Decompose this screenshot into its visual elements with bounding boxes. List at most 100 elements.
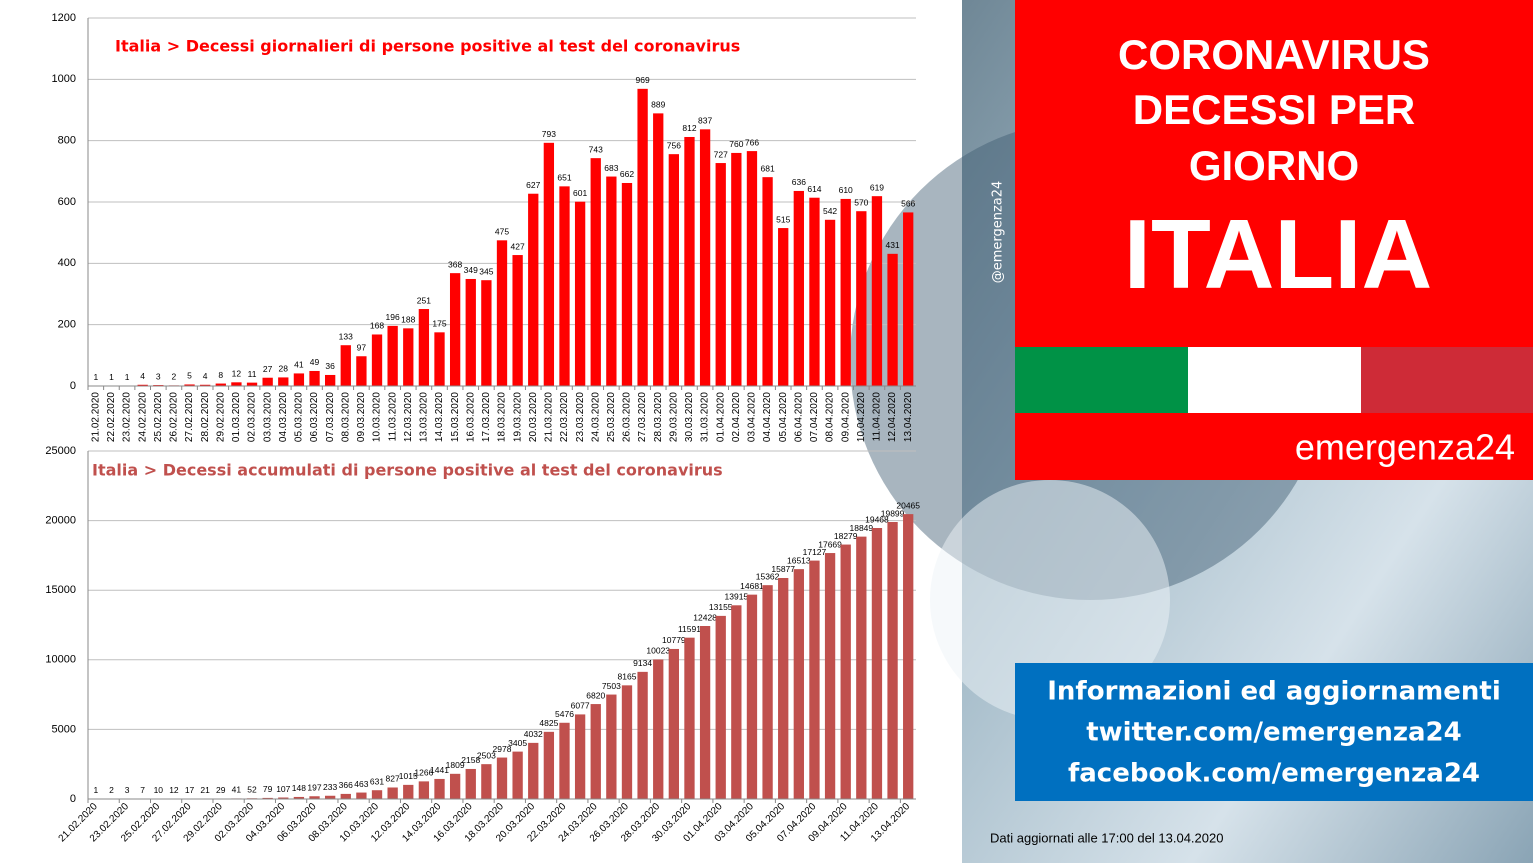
value-label: 889 xyxy=(651,100,665,110)
bar xyxy=(559,723,569,799)
value-label: 49 xyxy=(310,357,320,367)
x-tick-label: 22.03.2020 xyxy=(559,392,570,442)
value-label: 10779 xyxy=(662,635,686,645)
value-label: 766 xyxy=(745,137,759,147)
bar xyxy=(466,279,476,386)
value-label: 10023 xyxy=(646,646,670,656)
x-tick-label: 08.03.2020 xyxy=(340,392,351,442)
bar xyxy=(528,194,538,386)
value-label: 631 xyxy=(370,776,384,786)
value-label: 20465 xyxy=(896,500,920,510)
bar xyxy=(559,186,569,386)
bar xyxy=(778,578,788,799)
bar xyxy=(700,129,710,386)
value-label: 610 xyxy=(839,185,853,195)
value-label: 614 xyxy=(807,184,821,194)
value-label: 1 xyxy=(109,372,114,382)
value-label: 11591 xyxy=(678,624,701,634)
x-tick-label: 16.03.2020 xyxy=(465,392,476,442)
bar xyxy=(466,769,476,799)
bar xyxy=(231,382,241,386)
value-label: 13915 xyxy=(725,592,749,602)
x-tick-label: 20.03.2020 xyxy=(528,392,539,442)
bar xyxy=(809,198,819,386)
bar xyxy=(278,377,288,386)
flag-white xyxy=(1188,347,1361,413)
x-tick-label: 24.02.2020 xyxy=(137,392,148,442)
value-label: 570 xyxy=(854,197,868,207)
x-tick-label: 29.02.2020 xyxy=(215,392,226,442)
bar xyxy=(247,383,257,386)
value-label: 6820 xyxy=(586,690,605,700)
value-label: 8165 xyxy=(618,672,637,682)
value-label: 1 xyxy=(125,372,130,382)
bar xyxy=(762,585,772,799)
x-tick-label: 15.03.2020 xyxy=(450,392,461,442)
bar xyxy=(622,685,632,799)
bar xyxy=(544,732,554,799)
value-label: 36 xyxy=(325,361,335,371)
bar xyxy=(419,781,429,799)
bar xyxy=(794,191,804,386)
x-tick-label: 22.02.2020 xyxy=(106,392,117,442)
x-tick-label: 03.04.2020 xyxy=(747,392,758,442)
x-tick-label: 13.03.2020 xyxy=(419,392,430,442)
x-tick-label: 06.04.2020 xyxy=(793,392,804,442)
value-label: 9134 xyxy=(633,658,652,668)
chart-title: Italia > Decessi accumulati di persone p… xyxy=(92,461,723,480)
x-tick-label: 09.03.2020 xyxy=(356,392,367,442)
y-tick-label: 15000 xyxy=(45,584,76,596)
bar xyxy=(778,228,788,386)
bar xyxy=(622,183,632,386)
value-label: 17 xyxy=(185,785,195,795)
value-label: 651 xyxy=(557,173,571,183)
value-label: 627 xyxy=(526,180,540,190)
value-label: 566 xyxy=(901,199,915,209)
value-label: 3 xyxy=(156,371,161,381)
y-tick-label: 200 xyxy=(58,319,76,331)
value-label: 6077 xyxy=(571,701,590,711)
bar xyxy=(637,89,647,386)
bar xyxy=(903,514,913,799)
bar xyxy=(325,375,335,386)
y-tick-label: 1200 xyxy=(52,12,76,24)
info-line: facebook.com/emergenza24 xyxy=(1068,759,1480,789)
x-tick-label: 26.02.2020 xyxy=(169,392,180,442)
value-label: 5 xyxy=(187,371,192,381)
y-tick-label: 10000 xyxy=(45,654,76,666)
value-label: 107 xyxy=(276,784,290,794)
headline: ITALIA xyxy=(1124,199,1432,309)
value-label: 7 xyxy=(140,785,145,795)
x-tick-label: 18.03.2020 xyxy=(497,392,508,442)
value-label: 463 xyxy=(354,779,368,789)
x-tick-label: 13.04.2020 xyxy=(903,392,914,442)
value-label: 27 xyxy=(263,364,273,374)
value-label: 175 xyxy=(432,319,446,329)
y-tick-label: 0 xyxy=(70,380,76,392)
bar xyxy=(497,758,507,799)
bar xyxy=(669,154,679,386)
x-tick-label: 23.02.2020 xyxy=(122,392,133,442)
x-tick-label: 23.03.2020 xyxy=(575,392,586,442)
value-label: 2 xyxy=(109,785,114,795)
value-label: 4825 xyxy=(539,718,558,728)
bar xyxy=(747,595,757,799)
bar xyxy=(434,332,444,386)
x-tick-label: 17.03.2020 xyxy=(481,392,492,442)
x-tick-label: 31.03.2020 xyxy=(700,392,711,442)
chart-title: Italia > Decessi giornalieri di persone … xyxy=(115,37,740,56)
bar xyxy=(887,254,897,386)
value-label: 3405 xyxy=(508,738,527,748)
value-label: 368 xyxy=(448,259,462,269)
bar xyxy=(544,143,554,386)
value-label: 837 xyxy=(698,116,712,126)
value-label: 619 xyxy=(870,182,884,192)
title-line: CORONAVIRUS xyxy=(1118,31,1430,78)
value-label: 52 xyxy=(247,785,257,795)
bar xyxy=(684,137,694,386)
value-label: 4032 xyxy=(524,729,543,739)
value-label: 969 xyxy=(636,75,650,85)
bar xyxy=(403,785,413,799)
bar xyxy=(512,255,522,386)
bar xyxy=(263,378,273,386)
